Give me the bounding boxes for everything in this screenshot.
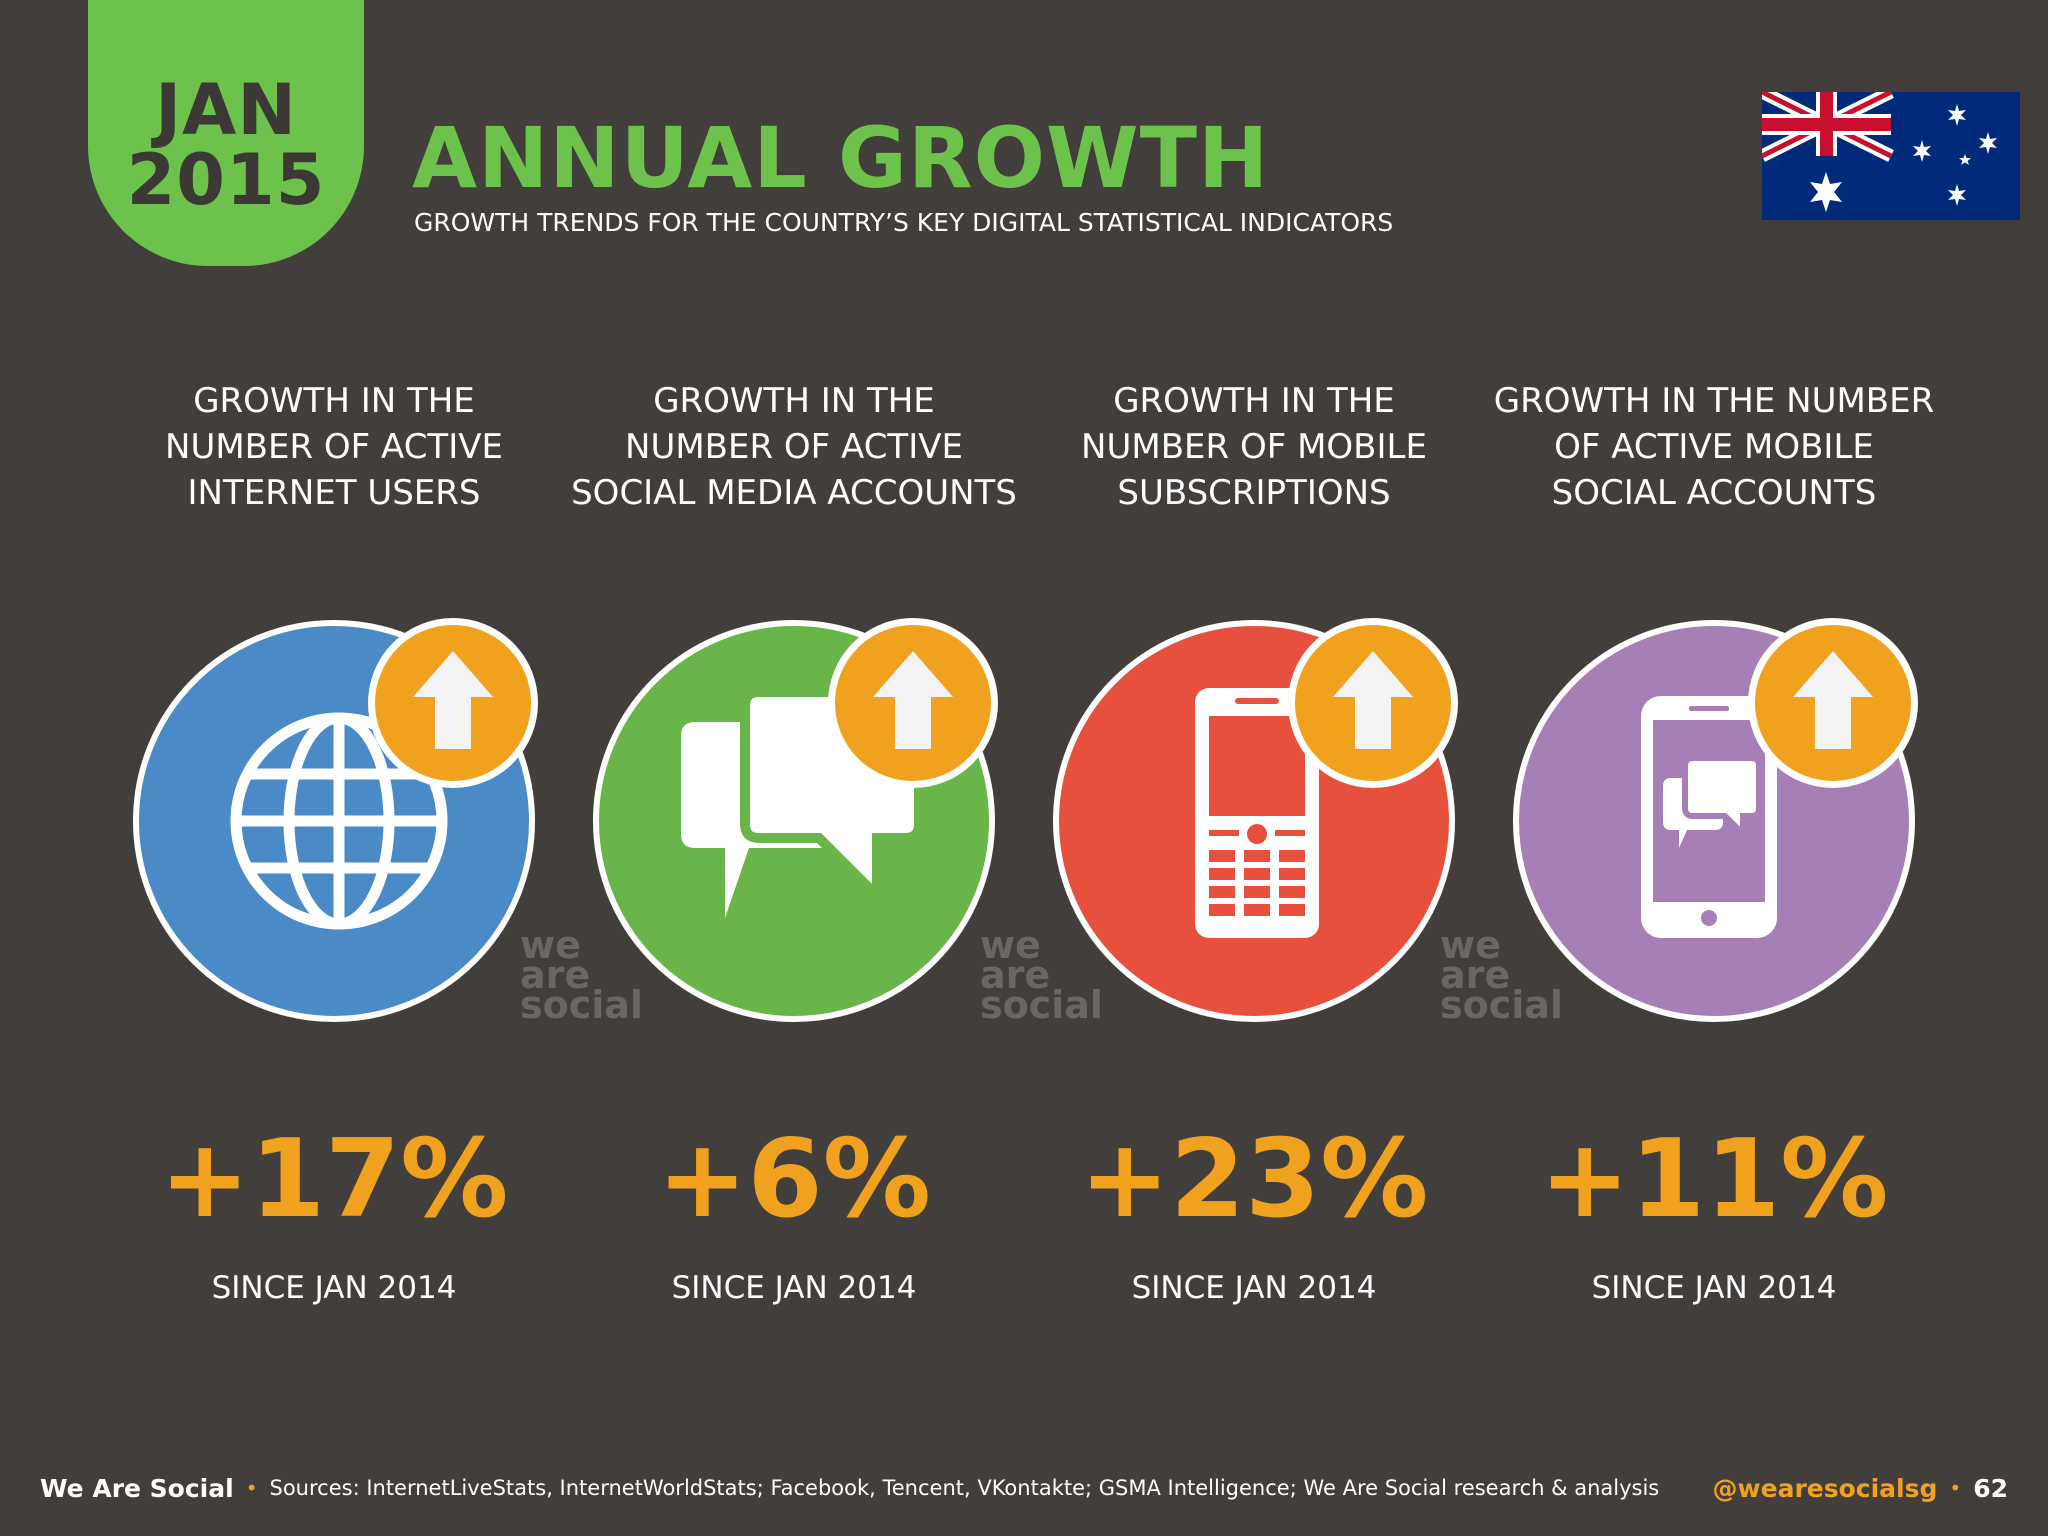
we-are-social-watermark: we are social — [520, 923, 670, 1027]
footer: We Are Social • Sources: InternetLiveSta… — [40, 1470, 2008, 1506]
label-line: GROWTH IN THE — [653, 381, 935, 421]
mobile-phone-icon — [1195, 688, 1319, 938]
stat-since-label: SINCE JAN 2014 — [671, 1270, 917, 1306]
watermark-word: social — [1440, 983, 1563, 1027]
watermark-word: we — [980, 923, 1041, 967]
stat-label-mobile-social: GROWTH IN THE NUMBER OF ACTIVE MOBILE SO… — [1484, 378, 1944, 516]
watermark-word: are — [1440, 953, 1511, 997]
label-line: GROWTH IN THE — [193, 381, 475, 421]
page-title: ANNUAL GROWTH — [412, 109, 1270, 207]
label-line: INTERNET USERS — [187, 473, 481, 513]
label-line: SOCIAL ACCOUNTS — [1551, 473, 1877, 513]
stat-since-label: SINCE JAN 2014 — [1591, 1270, 1837, 1306]
date-tab: JAN 2015 — [88, 0, 364, 266]
up-arrow-icon — [413, 651, 493, 749]
page-subtitle: GROWTH TRENDS FOR THE COUNTRY’S KEY DIGI… — [414, 208, 1394, 237]
label-line: OF ACTIVE MOBILE — [1554, 427, 1874, 467]
stat-since-label: SINCE JAN 2014 — [211, 1270, 457, 1306]
stat-value-internet-users: +17% — [159, 1117, 509, 1242]
up-arrow-icon — [873, 651, 953, 749]
footer-separator-dot: • — [245, 1476, 258, 1500]
label-line: NUMBER OF MOBILE — [1081, 427, 1427, 467]
date-year: 2015 — [126, 139, 326, 221]
we-are-social-watermark: we are social — [980, 923, 1130, 1027]
date-month: JAN — [155, 69, 297, 151]
up-arrow-icon — [1793, 651, 1873, 749]
growth-arrow-badge — [1288, 618, 1458, 788]
we-are-social-watermark: we are social — [1440, 923, 1590, 1027]
stat-value-social-accounts: +6% — [657, 1117, 931, 1242]
watermark-word: we — [520, 923, 581, 967]
stat-value-mobile-social: +11% — [1539, 1117, 1889, 1242]
up-arrow-icon — [1333, 651, 1413, 749]
stat-since-label: SINCE JAN 2014 — [1131, 1270, 1377, 1306]
label-line: NUMBER OF ACTIVE — [625, 427, 963, 467]
stat-label-mobile-subscriptions: GROWTH IN THE NUMBER OF MOBILE SUBSCRIPT… — [1024, 378, 1484, 516]
label-line: SOCIAL MEDIA ACCOUNTS — [571, 473, 1017, 513]
stat-label-social-accounts: GROWTH IN THE NUMBER OF ACTIVE SOCIAL ME… — [564, 378, 1024, 516]
stat-label-internet-users: GROWTH IN THE NUMBER OF ACTIVE INTERNET … — [104, 378, 564, 516]
growth-arrow-badge — [1748, 618, 1918, 788]
page-number: 62 — [1973, 1473, 2008, 1503]
label-line: NUMBER OF ACTIVE — [165, 427, 503, 467]
watermark-word: social — [520, 983, 643, 1027]
smartphone-chat-icon — [1641, 696, 1777, 938]
watermark-word: are — [520, 953, 591, 997]
australia-flag-icon — [1762, 92, 2020, 220]
footer-handle: @wearesocialsg — [1712, 1473, 1938, 1503]
watermark-word: we — [1440, 923, 1501, 967]
stat-value-mobile-subscriptions: +23% — [1079, 1117, 1429, 1242]
label-line: GROWTH IN THE — [1113, 381, 1395, 421]
watermark-word: social — [980, 983, 1103, 1027]
label-line: SUBSCRIPTIONS — [1117, 473, 1391, 513]
internet-users-circle — [133, 620, 535, 1022]
label-line: GROWTH IN THE NUMBER — [1493, 381, 1935, 421]
footer-sources: Sources: InternetLiveStats, InternetWorl… — [269, 1476, 1660, 1500]
globe-icon — [230, 712, 448, 930]
growth-arrow-badge — [828, 618, 998, 788]
watermark-word: are — [980, 953, 1051, 997]
growth-arrow-badge — [368, 618, 538, 788]
footer-brand: We Are Social — [40, 1473, 234, 1503]
footer-separator-dot: • — [1949, 1476, 1962, 1500]
